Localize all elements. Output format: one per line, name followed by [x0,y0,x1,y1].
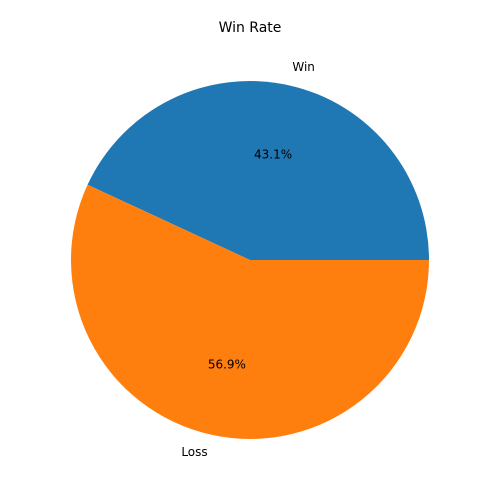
pie-slice [87,81,429,260]
chart-title: Win Rate [219,20,282,36]
slice-label: Loss [181,445,207,459]
value-label: 56.9% [208,357,246,371]
slice-label: Win [292,60,315,74]
value-label: 43.1% [254,148,292,162]
pie-slice [70,184,430,440]
